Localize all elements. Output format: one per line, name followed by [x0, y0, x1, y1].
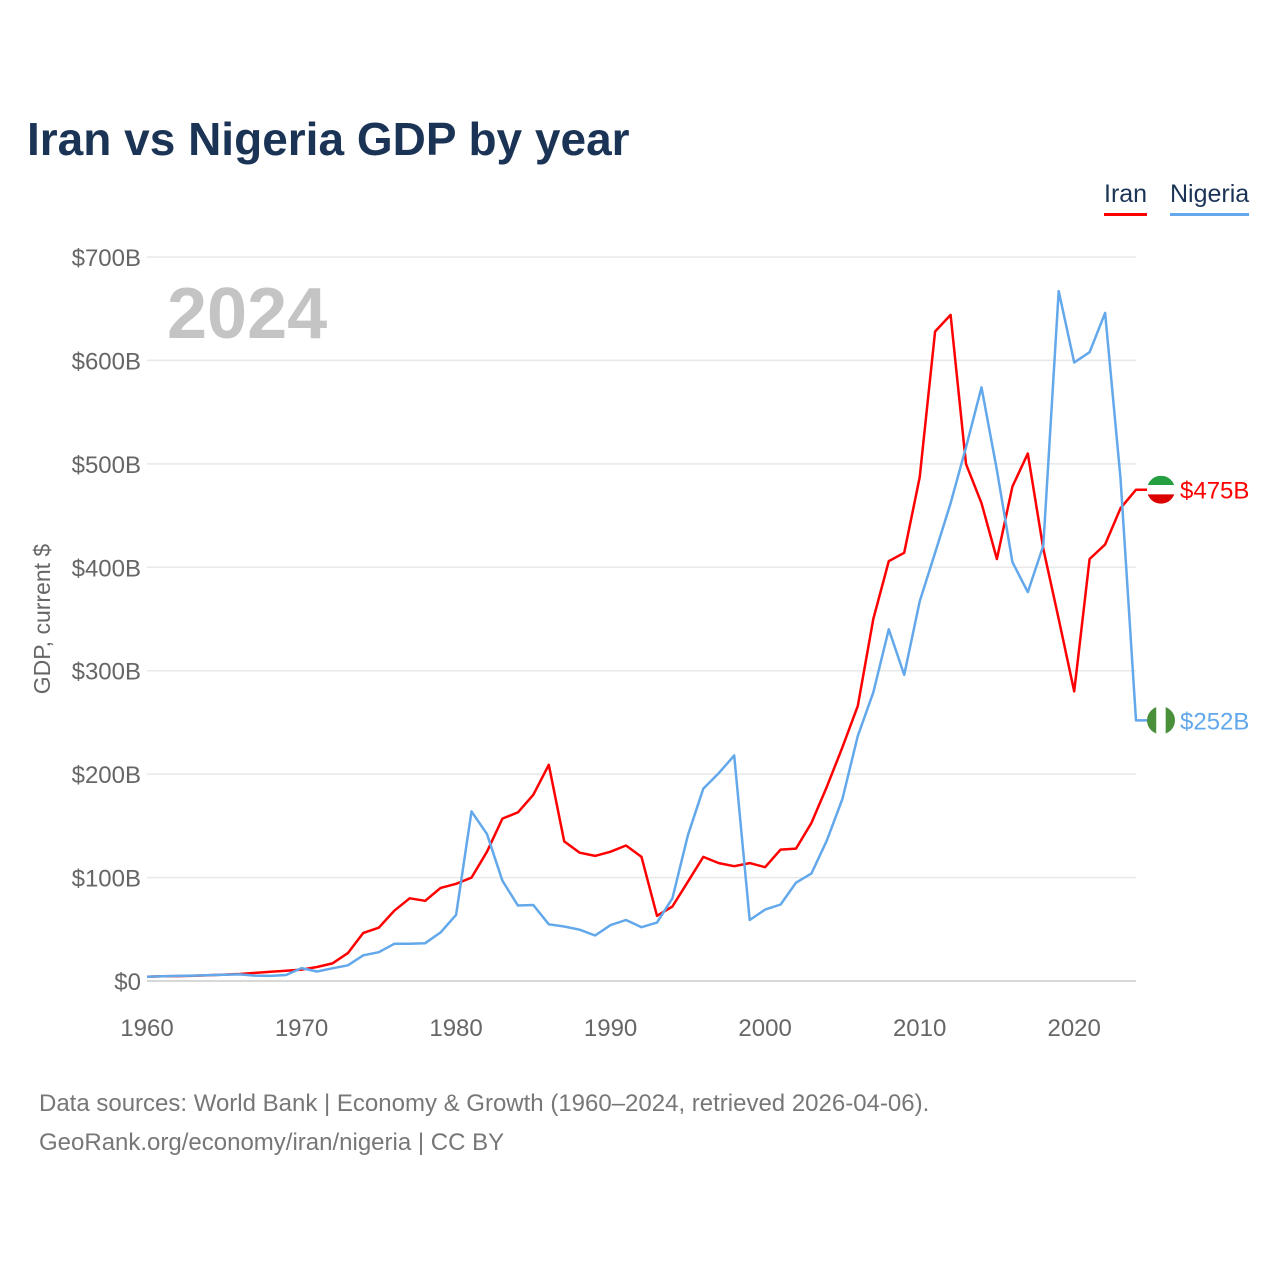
- x-tick-label: 2000: [738, 1015, 791, 1042]
- y-tick-label: $100B: [72, 866, 141, 893]
- series-line-nigeria: [146, 289, 1148, 978]
- y-tick-label: $600B: [72, 348, 141, 375]
- x-tick-label: 1960: [120, 1015, 173, 1042]
- end-label-nigeria: $252B: [1180, 708, 1249, 735]
- y-tick-label: $0: [114, 969, 141, 996]
- source-note: Data sources: World Bank | Economy & Gro…: [39, 1084, 929, 1162]
- x-tick-label: 1990: [584, 1015, 637, 1042]
- iran-flag-icon: [1147, 475, 1175, 504]
- nigeria-flag-icon: [1147, 706, 1175, 735]
- y-tick-label: $500B: [72, 452, 141, 479]
- source-line-1: Data sources: World Bank | Economy & Gro…: [39, 1090, 930, 1117]
- x-tick-label: 2020: [1047, 1015, 1100, 1042]
- x-tick-label: 1970: [275, 1015, 328, 1042]
- y-tick-label: $200B: [72, 762, 141, 789]
- y-tick-label: $700B: [72, 245, 141, 272]
- y-axis-label: GDP, current $: [29, 544, 55, 695]
- source-line-2: GeoRank.org/economy/iran/nigeria | CC BY: [39, 1129, 505, 1156]
- x-tick-label: 1980: [429, 1015, 482, 1042]
- end-label-iran: $475B: [1180, 478, 1249, 505]
- x-tick-label: 2010: [893, 1015, 946, 1042]
- legend-iran[interactable]: Iran: [1104, 180, 1148, 216]
- legend-nigeria[interactable]: Nigeria: [1170, 180, 1250, 216]
- year-watermark: 2024: [167, 274, 327, 354]
- chart-title: Iran vs Nigeria GDP by year: [27, 113, 630, 165]
- y-tick-label: $300B: [72, 659, 141, 686]
- series-line-iran: [146, 313, 1148, 978]
- y-tick-label: $400B: [72, 555, 141, 582]
